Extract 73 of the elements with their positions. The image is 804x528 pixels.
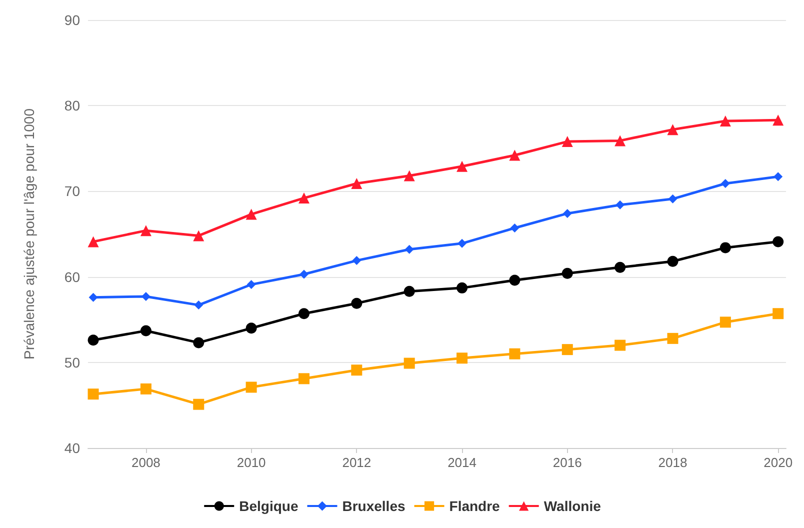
y-tick-label: 70 [64,183,80,200]
point [772,236,784,248]
x-tick-label: 2018 [658,455,688,470]
y-tick-label: 80 [64,98,80,114]
point [88,388,99,400]
x-tick-label: 2012 [342,455,372,470]
point [562,136,573,148]
point [193,337,204,348]
legend-label: Belgique [239,498,298,514]
x-tick-label: 2016 [552,455,582,470]
point [614,262,626,273]
point [351,178,362,189]
point [562,268,573,279]
point [562,344,573,356]
point [509,274,520,286]
point [456,160,468,172]
y-tick-label: 90 [64,12,80,28]
point [140,383,152,394]
point [193,230,204,242]
point [720,316,731,328]
point [509,150,520,161]
legend-label: Wallonie [544,498,602,514]
point [404,358,415,369]
y-tick-label: 50 [64,354,80,370]
point [772,308,784,320]
point [562,208,572,218]
point [458,238,467,248]
point [246,322,257,334]
point [720,242,731,254]
point [351,364,362,376]
point [616,200,625,210]
point [246,280,256,290]
point [88,334,99,346]
point [352,256,362,266]
point [668,194,678,204]
y-tick-label: 40 [64,440,80,456]
point [88,236,99,248]
point [456,352,468,364]
point [772,114,784,126]
point [510,224,520,233]
point [194,300,204,310]
x-tick-label: 2008 [131,455,160,470]
y-axis-title: Prévalence ajustée pour l'âge pour 1000 [21,108,37,360]
point [404,170,415,182]
x-tick-label: 2014 [448,455,476,470]
x-tick-label: 2020 [764,455,793,470]
point [298,308,310,320]
point [298,192,310,204]
point [140,225,152,236]
point [298,373,310,384]
point [140,325,152,336]
point [299,270,308,279]
point [88,292,98,302]
point [614,135,626,146]
x-tick-label: 2010 [236,455,266,470]
point [509,348,520,360]
point [404,244,414,254]
point [246,208,257,220]
legend-label: Bruxelles [342,498,406,514]
point [614,340,626,351]
point [720,178,730,188]
legend-label: Flandre [449,498,500,514]
point [246,382,257,393]
point [193,398,204,410]
point [667,124,678,136]
point [720,116,731,127]
point [456,282,468,294]
point [351,298,362,309]
point [667,332,678,344]
point [667,256,678,267]
y-tick-label: 60 [64,268,80,285]
point [774,172,783,182]
point [404,286,415,297]
